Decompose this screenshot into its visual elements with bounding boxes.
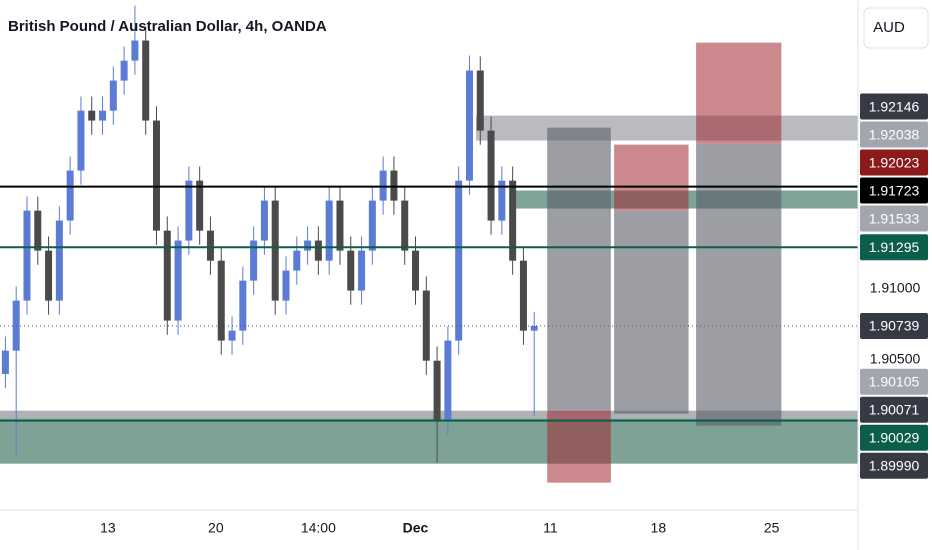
zone [614,144,689,211]
candle-body [228,330,236,341]
price-tag-label: 1.91723 [869,182,920,198]
candle-body [131,40,139,61]
currency-label[interactable]: AUD [873,19,905,36]
candle-body [455,180,463,341]
x-tick-label: Dec [403,520,429,536]
x-tick-label: 14:00 [301,520,336,536]
candle-body [487,130,495,221]
candle-body [66,170,74,221]
price-tag-label: 1.91533 [869,210,920,226]
candle-body [358,250,366,291]
x-tick-label: 18 [651,520,667,536]
price-tag-label: 1.89990 [869,457,920,473]
y-tick-label: 1.91000 [870,280,921,296]
price-tag [860,205,928,232]
candle-body [282,270,290,301]
x-tick-label: 25 [764,520,780,536]
zone [547,127,611,411]
price-tag-label: 1.90105 [869,373,920,389]
candle-body [433,360,441,421]
candle-body [412,250,420,291]
candle-body [509,180,517,261]
candle-body [519,260,527,331]
plot-area [0,5,858,483]
price-tag [860,452,928,479]
price-tag [860,368,928,395]
price-tag [860,424,928,451]
candle-body [304,240,312,251]
candle-body [88,110,96,121]
zone [0,418,858,464]
candle-body [239,280,247,331]
candle-body [401,200,409,251]
candle-body [142,40,150,121]
price-tag-label: 1.92023 [869,154,920,170]
candle-body [77,110,85,171]
candle-body [260,200,268,241]
price-tag-label: 1.92146 [869,98,920,114]
currency-button[interactable] [863,7,929,49]
zone [475,115,858,141]
candle-body [217,260,225,341]
candle-body [293,250,301,271]
candle-body [34,210,42,251]
x-tick-label: 11 [543,520,558,536]
candle-body [1,350,9,374]
price-tag [860,149,928,176]
price-tag-label: 1.90071 [869,401,920,417]
candle-body [23,210,31,301]
price-tag [860,93,928,120]
candle-body [99,110,107,121]
candle-body [206,230,214,261]
x-tick-label: 20 [208,520,224,536]
x-tick-label: 13 [100,520,116,536]
candle-body [109,80,117,111]
candle-body [55,220,63,301]
price-tag [860,121,928,148]
candle-body [174,240,182,321]
candle-body [314,240,322,261]
candle-body [422,290,430,361]
candle-body [271,200,279,301]
zone [696,42,782,144]
candle-body [368,200,376,251]
price-tag [860,396,928,423]
candle-body [336,200,344,251]
zone [696,143,782,426]
candle-body [163,230,171,321]
price-tag-label: 1.90029 [869,429,920,445]
zone [0,410,858,419]
candle-body [250,240,258,281]
candle-body [444,340,452,421]
price-tag [860,177,928,204]
chart-title: British Pound / Australian Dollar, 4h, O… [8,18,327,35]
candle-body [498,180,506,221]
candle-body [196,180,204,231]
candle-body [152,120,160,231]
price-tag-label: 1.90739 [869,318,920,334]
candle-body [465,70,473,181]
price-tag [860,234,928,261]
price-tag-label: 1.92038 [869,126,920,142]
candle-body [185,180,193,241]
candle-body [347,250,355,291]
y-tick-label: 1.90500 [870,351,921,367]
candle-body [45,250,53,301]
zone [547,410,611,483]
candle-body [476,70,484,131]
candle-body [530,325,538,331]
candle-body [120,60,128,81]
candle-body [325,200,333,261]
price-axis: 1.91000 1.90500 1.92146 1.92038 1.92023 1.917… [860,93,928,479]
zone [614,210,689,414]
price-tag-label: 1.91295 [869,239,920,255]
price-tag [860,312,928,339]
